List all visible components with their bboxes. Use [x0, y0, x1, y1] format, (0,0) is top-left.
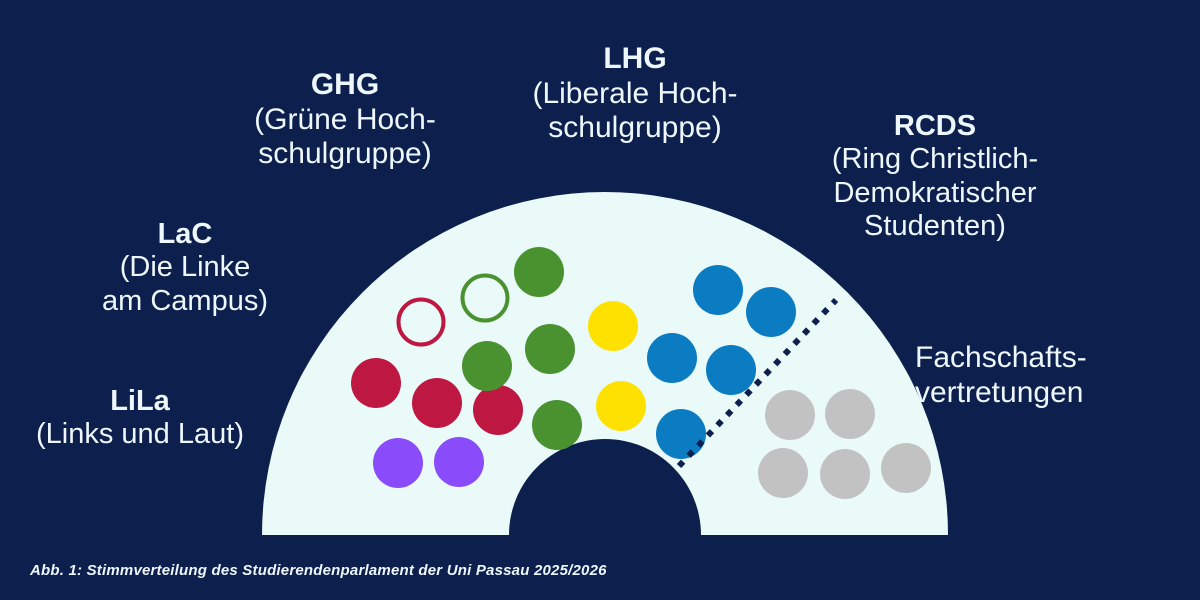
- party-label-lhg-title: LHG: [603, 42, 667, 75]
- party-label-fachschaftsvertretungen: Fachschafts- vertretungen: [915, 340, 1165, 411]
- seat-lac-2: [351, 358, 401, 408]
- seat-lhg-11: [588, 301, 638, 351]
- figure-caption: Abb. 1: Stimmverteilung des Studierenden…: [30, 562, 607, 579]
- seat-lac-3: [412, 378, 462, 428]
- party-label-ghg-sub1: (Grüne Hoch-: [254, 102, 436, 136]
- party-label-lhg-sub2: schulgruppe): [548, 111, 722, 144]
- party-label-ghg-title: GHG: [310, 68, 380, 101]
- seat-ghg-8: [462, 341, 512, 391]
- party-label-rcds-sub3: Studenten): [864, 210, 1006, 243]
- seat-fsv-18: [765, 390, 815, 440]
- seat-fsv-21: [820, 449, 870, 499]
- party-label-ghg: GHG (Grüne Hoch- schulgruppe): [205, 68, 485, 172]
- divider-dotted-line: [676, 297, 839, 469]
- party-label-rcds-sub1: (Ring Christlich-: [831, 143, 1039, 176]
- seat-lac-5: [396, 297, 446, 347]
- seat-fsv-22: [881, 443, 931, 493]
- seat-rcds-15: [693, 265, 743, 315]
- seat-ghg-6: [460, 273, 510, 323]
- seat-ghg-10: [532, 400, 582, 450]
- seat-rcds-17: [746, 287, 796, 337]
- party-label-rcds: RCDS (Ring Christlich- Demokratischer St…: [790, 110, 1080, 243]
- seat-lila-1: [434, 437, 484, 487]
- party-label-fsv-sub2: vertretungen: [915, 376, 1084, 410]
- party-label-ghg-sub2: schulgruppe): [258, 137, 432, 170]
- party-label-fsv-sub1: Fachschafts-: [915, 341, 1087, 374]
- party-label-lila-title: LiLa: [110, 385, 170, 417]
- seats-layer: [351, 247, 931, 499]
- party-label-rcds-sub2: Demokratischer: [833, 176, 1037, 209]
- seat-lila-0: [373, 438, 423, 488]
- seat-lac-4: [473, 385, 523, 435]
- seat-ghg-9: [525, 324, 575, 374]
- seat-ghg-7: [514, 247, 564, 297]
- party-label-lac: LaC (Die Linke am Campus): [55, 218, 315, 318]
- party-label-lila: LiLa (Links und Laut): [0, 385, 280, 452]
- party-label-lhg-sub1: (Liberale Hoch-: [532, 76, 738, 110]
- seat-rcds-14: [656, 409, 706, 459]
- seat-fsv-19: [825, 389, 875, 439]
- party-label-lac-sub2: am Campus): [102, 284, 268, 317]
- party-label-lila-sub1: (Links und Laut): [36, 418, 244, 451]
- party-label-lhg: LHG (Liberale Hoch- schulgruppe): [485, 42, 785, 146]
- seat-rcds-16: [706, 345, 756, 395]
- party-label-rcds-title: RCDS: [893, 110, 977, 142]
- seat-rcds-13: [647, 333, 697, 383]
- seat-lhg-12: [596, 381, 646, 431]
- seat-fsv-20: [758, 448, 808, 498]
- party-label-lac-sub1: (Die Linke: [119, 251, 251, 284]
- party-label-lac-title: LaC: [157, 218, 213, 250]
